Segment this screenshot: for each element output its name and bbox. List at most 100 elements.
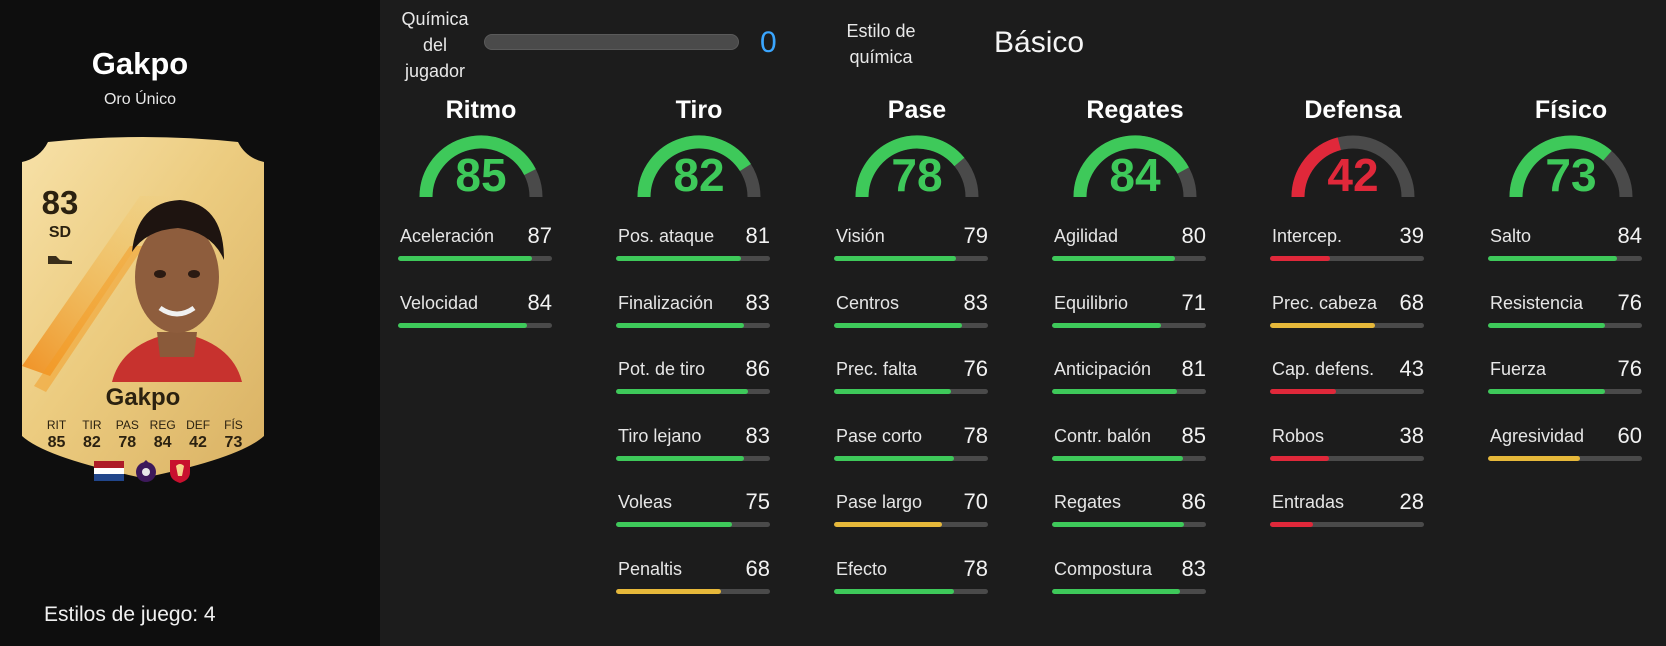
attribute-row[interactable]: Cap. defens. 43 xyxy=(1270,356,1436,426)
attribute-list: Aceleración 87 Velocidad 84 xyxy=(398,223,564,360)
attribute-bar xyxy=(834,522,988,527)
attribute-row[interactable]: Finalización 83 xyxy=(616,289,782,360)
category-gauge: 82 xyxy=(616,134,782,214)
attribute-row[interactable]: Compostura 83 xyxy=(1052,555,1218,626)
liverpool-crest-icon xyxy=(170,460,190,483)
attribute-row[interactable]: Contr. balón 85 xyxy=(1052,423,1218,493)
stat-column-3: Regates 84 Agilidad 80 Equilibrio 71 Anticipac… xyxy=(1052,96,1218,625)
attribute-value: 75 xyxy=(745,489,770,514)
attribute-bar xyxy=(834,588,988,594)
attribute-row[interactable]: Anticipación 81 xyxy=(1052,356,1218,426)
attribute-bar xyxy=(616,522,770,527)
attribute-bar xyxy=(1052,522,1206,527)
card-position: SD xyxy=(48,224,72,241)
attribute-name: Pase corto xyxy=(836,425,923,446)
attribute-row[interactable]: Agilidad 80 xyxy=(1052,223,1218,293)
attribute-name: Prec. falta xyxy=(836,359,918,379)
attribute-value: 78 xyxy=(963,422,988,448)
attribute-bar xyxy=(1488,455,1642,461)
attribute-bar xyxy=(616,389,770,394)
attribute-list: Visión 79 Centros 83 Prec. falta 76 Pase corto… xyxy=(834,223,1000,626)
attribute-name: Voleas xyxy=(618,492,673,512)
attribute-name: Prec. cabeza xyxy=(1272,292,1378,313)
attribute-row[interactable]: Fuerza 76 xyxy=(1488,356,1654,426)
attribute-row[interactable]: Pot. de tiro 86 xyxy=(616,356,782,426)
category-value: 73 xyxy=(1545,149,1597,201)
stat-column-2: Pase 78 Visión 79 Centros 83 Prec. falta 76 Pase… xyxy=(834,96,1000,625)
attribute-bar-fill xyxy=(1270,322,1375,328)
attribute-row[interactable]: Agresividad 60 xyxy=(1488,423,1654,493)
attribute-row[interactable]: Efecto 78 xyxy=(834,555,1000,626)
playstyles-count[interactable]: Estilos de juego: 4 xyxy=(44,603,216,626)
attribute-row[interactable]: Prec. falta 76 xyxy=(834,356,1000,426)
attribute-row[interactable]: Visión 79 xyxy=(834,223,1000,293)
attribute-bar-fill xyxy=(1488,256,1618,261)
attribute-bar-fill xyxy=(398,256,532,261)
attribute-name: Penaltis xyxy=(618,558,683,579)
chemistry-value: 0 xyxy=(760,26,777,59)
card-stat: REG 84 xyxy=(149,418,176,451)
attribute-row[interactable]: Voleas 75 xyxy=(616,489,782,559)
card-stat: TIR 82 xyxy=(82,418,102,451)
attribute-value: 81 xyxy=(745,223,770,248)
attribute-value: 28 xyxy=(1399,489,1424,514)
attribute-name: Pot. de tiro xyxy=(618,359,706,379)
attribute-row[interactable]: Pase corto 78 xyxy=(834,422,1000,493)
attribute-bar-fill xyxy=(616,522,732,527)
attribute-row[interactable]: Salto 84 xyxy=(1488,223,1654,293)
category-value: 85 xyxy=(455,149,507,201)
attribute-name: Equilibrio xyxy=(1054,292,1129,313)
attribute-row[interactable]: Centros 83 xyxy=(834,290,1000,360)
player-portrait xyxy=(112,200,242,382)
attribute-bar xyxy=(398,322,552,328)
attribute-row[interactable]: Prec. cabeza 68 xyxy=(1270,290,1436,360)
attribute-value: 76 xyxy=(1617,356,1642,381)
netherlands-flag-icon xyxy=(94,461,124,481)
category-gauge: 78 xyxy=(834,134,1000,214)
attribute-value: 83 xyxy=(745,289,770,315)
card-badges xyxy=(94,458,192,484)
attribute-bar-fill xyxy=(834,522,942,527)
gauge-fill xyxy=(1291,137,1342,198)
attribute-value: 39 xyxy=(1399,223,1424,248)
attribute-row[interactable]: Pos. ataque 81 xyxy=(616,223,782,293)
player-card[interactable]: 83 SD Gakpo RIT 85 TIR 82 PAS 78 REG 84 DEF 4… xyxy=(20,136,266,484)
attribute-bar xyxy=(398,256,552,261)
attribute-row[interactable]: Pase largo 70 xyxy=(834,489,1000,559)
attribute-row[interactable]: Intercep. 39 xyxy=(1270,223,1436,293)
attribute-row[interactable]: Penaltis 68 xyxy=(616,556,782,626)
attribute-bar xyxy=(1270,322,1424,328)
attribute-value: 80 xyxy=(1181,223,1206,248)
attribute-row[interactable]: Equilibrio 71 xyxy=(1052,290,1218,360)
attribute-value: 70 xyxy=(963,489,988,514)
attribute-name: Agilidad xyxy=(1054,226,1119,246)
chemistry-style-value[interactable]: Básico xyxy=(994,26,1085,59)
stat-column-4: Defensa 42 Intercep. 39 Prec. cabeza 68 Cap. d… xyxy=(1270,96,1436,559)
attribute-row[interactable]: Robos 38 xyxy=(1270,423,1436,493)
card-stat: PAS 78 xyxy=(115,418,139,451)
category-value: 42 xyxy=(1327,149,1379,201)
attribute-value: 76 xyxy=(963,356,988,381)
attribute-bar-fill xyxy=(834,588,955,594)
attribute-value: 78 xyxy=(963,555,988,581)
attribute-row[interactable]: Regates 86 xyxy=(1052,489,1218,559)
attribute-row[interactable]: Resistencia 76 xyxy=(1488,290,1654,360)
attribute-bar-fill xyxy=(1488,322,1606,328)
card-stat: DEF 42 xyxy=(186,418,211,451)
gauge-fill xyxy=(1073,135,1189,198)
gauge-fill xyxy=(1509,135,1612,198)
attribute-bar-fill xyxy=(1270,389,1337,394)
attribute-row[interactable]: Tiro lejano 83 xyxy=(616,423,782,493)
player-panel: Gakpo Oro Único 83 SD xyxy=(0,0,380,646)
attribute-value: 83 xyxy=(1181,555,1206,581)
attribute-row[interactable]: Entradas 28 xyxy=(1270,489,1436,559)
card-player-name: Gakpo xyxy=(105,384,181,411)
category-title: Regates xyxy=(1086,96,1184,124)
attribute-row[interactable]: Velocidad 84 xyxy=(398,290,564,360)
attribute-name: Pase largo xyxy=(836,492,923,512)
attribute-bar xyxy=(1488,256,1642,261)
attribute-row[interactable]: Aceleración 87 xyxy=(398,223,564,293)
attribute-bar xyxy=(1052,389,1206,394)
gauge-fill xyxy=(419,135,536,198)
gauge-fill xyxy=(855,135,965,198)
